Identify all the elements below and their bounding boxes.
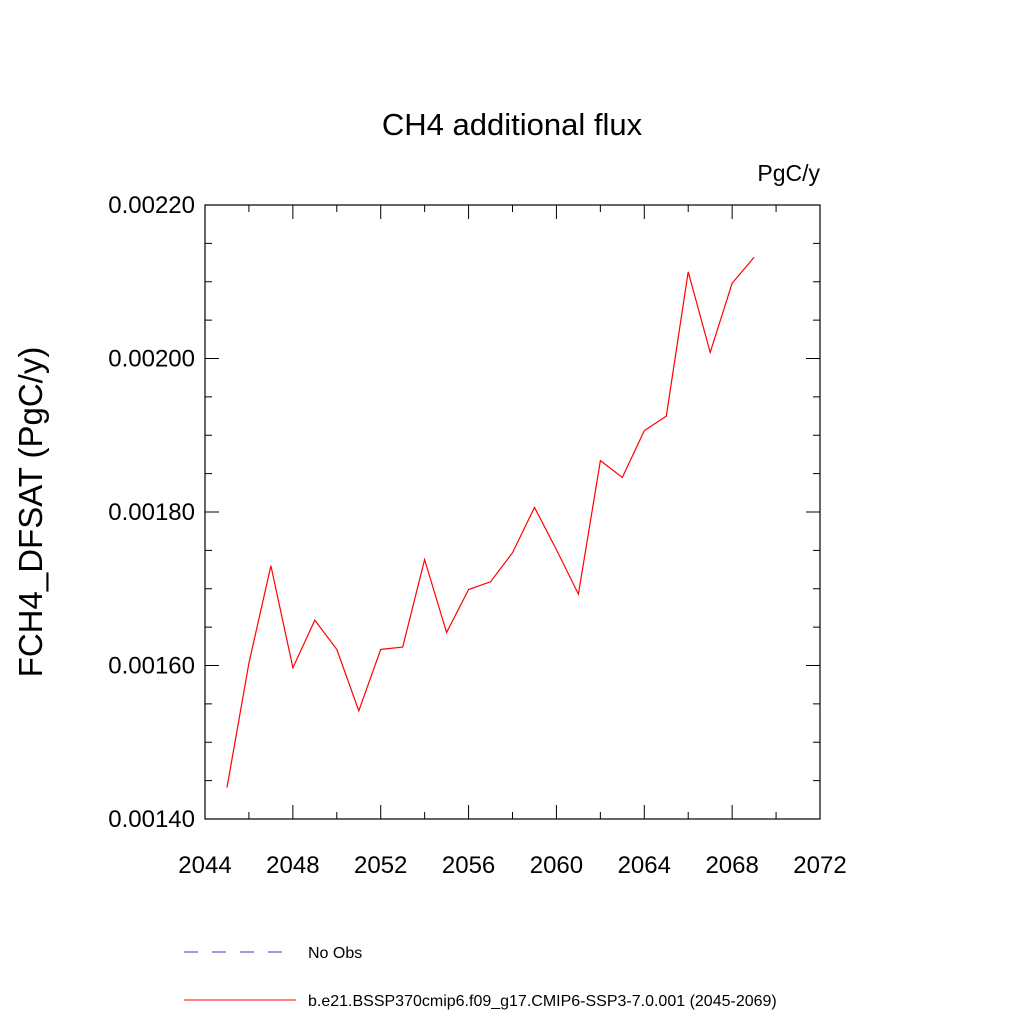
series-group — [226, 256, 755, 788]
x-tick-label: 2068 — [705, 852, 758, 879]
y-axis: 0.00140 0.00160 0.00180 0.00200 0.00220 — [108, 192, 820, 833]
series-line — [226, 256, 755, 788]
y-axis-label: FCH4_DFSAT (PgC/y) — [12, 347, 49, 678]
x-tick-label: 2048 — [266, 852, 319, 879]
x-tick-label: 2052 — [354, 852, 407, 879]
x-tick-label: 2056 — [442, 852, 495, 879]
x-tick-label: 2064 — [618, 852, 671, 879]
x-axis: 2044 2048 2052 2056 2060 2064 2068 2072 — [178, 205, 847, 879]
legend: No Obs b.e21.BSSP370cmip6.f09_g17.CMIP6-S… — [184, 945, 777, 1010]
legend-label: b.e21.BSSP370cmip6.f09_g17.CMIP6-SSP3-7.… — [308, 993, 777, 1010]
y-tick-label: 0.00140 — [108, 806, 195, 833]
chart-title: CH4 additional flux — [382, 107, 643, 142]
legend-label: No Obs — [308, 945, 362, 962]
y-tick-label: 0.00200 — [108, 346, 195, 373]
x-tick-label: 2044 — [178, 852, 231, 879]
plot-frame — [204, 204, 821, 820]
y-tick-label: 0.00220 — [108, 192, 195, 219]
units-label: PgC/y — [757, 160, 820, 186]
x-tick-label: 2072 — [793, 852, 846, 879]
y-tick-label: 0.00160 — [108, 653, 195, 680]
x-tick-label: 2060 — [530, 852, 583, 879]
y-tick-label: 0.00180 — [108, 499, 195, 526]
